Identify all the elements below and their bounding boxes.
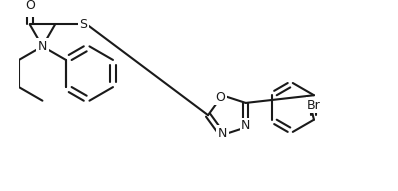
Text: N: N — [38, 40, 47, 53]
Text: O: O — [25, 0, 35, 12]
Text: O: O — [216, 91, 226, 104]
Text: S: S — [79, 18, 87, 31]
Text: N: N — [218, 127, 227, 140]
Text: N: N — [241, 119, 250, 132]
Text: Br: Br — [307, 99, 321, 112]
